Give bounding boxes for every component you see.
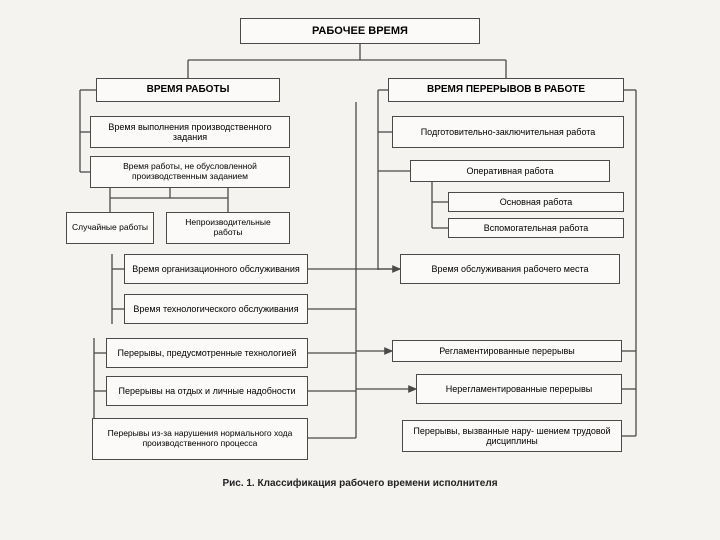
- node-L8: Перерывы на отдых и личные надобности: [106, 376, 308, 406]
- node-L7: Перерывы, предусмотренные технологией: [106, 338, 308, 368]
- node-R8: Нерегламентированные перерывы: [416, 374, 622, 404]
- node-L6: Время технологического обслуживания: [124, 294, 308, 324]
- node-R5: Время обслуживания рабочего места: [400, 254, 620, 284]
- node-L1: ВРЕМЯ РАБОТЫ: [96, 78, 280, 102]
- node-L2: Время выполнения производственного задан…: [90, 116, 290, 148]
- node-R9: Перерывы, вызванные нару- шением трудово…: [402, 420, 622, 452]
- node-R7: Регламентированные перерывы: [392, 340, 622, 362]
- node-R3: Оперативная работа: [410, 160, 610, 182]
- node-R1: ВРЕМЯ ПЕРЕРЫВОВ В РАБОТЕ: [388, 78, 624, 102]
- node-R2: Подготовительно-заключительная работа: [392, 116, 624, 148]
- node-R3a: Основная работа: [448, 192, 624, 212]
- node-L9: Перерывы из-за нарушения нормального ход…: [92, 418, 308, 460]
- figure-caption: Рис. 1. Классификация рабочего времени и…: [0, 478, 720, 489]
- node-root: РАБОЧЕЕ ВРЕМЯ: [240, 18, 480, 44]
- node-L5: Время организационного обслуживания: [124, 254, 308, 284]
- node-L4a: Случайные работы: [66, 212, 154, 244]
- node-L4b: Непроизводительные работы: [166, 212, 290, 244]
- node-L3: Время работы, не обусловленной производс…: [90, 156, 290, 188]
- node-R3b: Вспомогательная работа: [448, 218, 624, 238]
